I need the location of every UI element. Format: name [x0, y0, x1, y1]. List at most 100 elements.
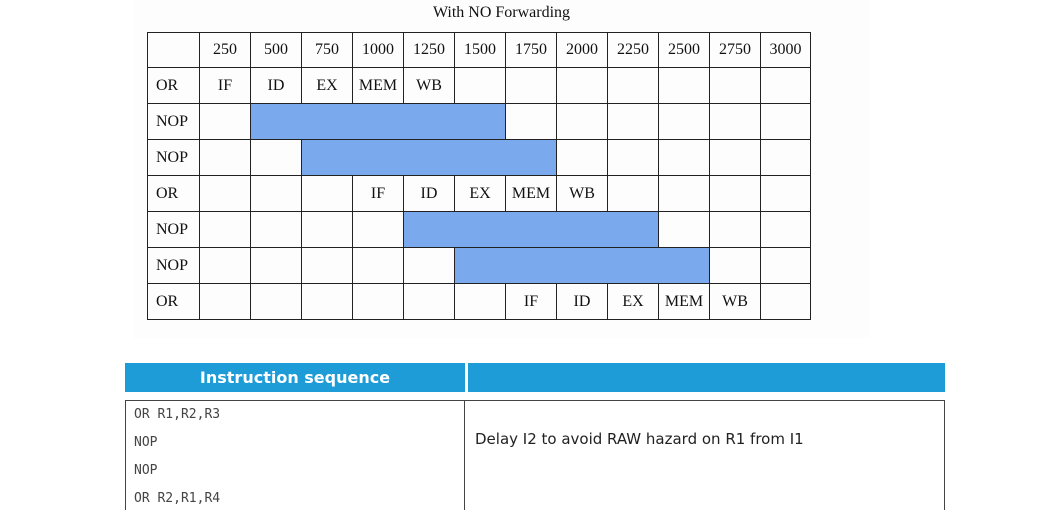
stage-cell: EX	[301, 67, 353, 104]
stall-cell	[454, 103, 506, 140]
stage-cell	[505, 103, 557, 140]
time-header-cell: 1000	[352, 32, 404, 68]
stage-cell	[250, 283, 302, 320]
time-header-cell: 1250	[403, 32, 455, 68]
code-line: OR R1,R2,R3	[134, 407, 221, 422]
stage-cell: EX	[454, 175, 506, 212]
stall-cell	[352, 103, 404, 140]
stage-cell	[199, 211, 251, 248]
stage-cell: IF	[505, 283, 557, 320]
sequence-body: OR R1,R2,R3 NOP NOP OR R2,R1,R4 Delay I2…	[125, 400, 945, 510]
stage-cell	[250, 139, 302, 176]
stage-cell: ID	[250, 67, 302, 104]
stage-cell	[199, 247, 251, 284]
instruction-sequence-table: Instruction sequence OR R1,R2,R3 NOP NOP…	[125, 363, 945, 510]
stage-cell	[760, 211, 811, 248]
stage-cell	[760, 139, 811, 176]
stage-cell	[709, 67, 761, 104]
stall-cell	[403, 139, 455, 176]
pipeline-row: NOP	[147, 247, 811, 284]
stage-cell	[760, 67, 811, 104]
stage-cell	[199, 139, 251, 176]
figure-title: With NO Forwarding	[432, 4, 571, 21]
stall-cell	[505, 211, 557, 248]
stage-cell: WB	[403, 67, 455, 104]
time-header-row: 250 500 750 1000 1250 1500 1750 2000 2250 2500 275…	[147, 32, 811, 68]
stall-cell	[352, 139, 404, 176]
header-gap	[465, 363, 468, 392]
stage-cell	[403, 247, 455, 284]
stage-cell	[403, 283, 455, 320]
instruction-label: NOP	[147, 139, 200, 176]
sequence-header-right	[468, 363, 945, 392]
instruction-label: NOP	[147, 247, 200, 284]
stage-cell	[301, 211, 353, 248]
stage-cell: ID	[556, 283, 608, 320]
stage-cell	[199, 175, 251, 212]
instruction-label: NOP	[147, 211, 200, 248]
time-header-cell: 3000	[760, 32, 811, 68]
instruction-label: NOP	[147, 103, 200, 140]
stage-cell	[658, 103, 710, 140]
stage-cell	[199, 283, 251, 320]
stage-cell: WB	[709, 283, 761, 320]
stage-cell	[658, 139, 710, 176]
stall-cell	[454, 139, 506, 176]
pipeline-row: NOP	[147, 211, 811, 248]
pipeline-row: OR IF ID EX MEM WB	[147, 283, 811, 320]
stage-cell	[709, 139, 761, 176]
stall-cell	[505, 139, 557, 176]
stall-cell	[301, 139, 353, 176]
stage-cell	[505, 67, 557, 104]
pipeline-row: NOP	[147, 139, 811, 176]
stage-cell	[607, 67, 659, 104]
code-line: NOP	[134, 435, 158, 450]
stage-cell	[709, 247, 761, 284]
stage-cell	[250, 247, 302, 284]
sequence-header: Instruction sequence	[125, 363, 945, 392]
stall-cell	[607, 211, 659, 248]
stage-cell	[199, 103, 251, 140]
stage-cell	[760, 175, 811, 212]
stall-cell	[505, 247, 557, 284]
sequence-note: Delay I2 to avoid RAW hazard on R1 from …	[475, 430, 804, 448]
time-header-cell: 2250	[607, 32, 659, 68]
stall-cell	[454, 211, 506, 248]
stage-cell	[658, 211, 710, 248]
stage-cell	[301, 175, 353, 212]
stage-cell: MEM	[658, 283, 710, 320]
stage-cell: ID	[403, 175, 455, 212]
stage-cell	[709, 211, 761, 248]
stage-cell	[760, 103, 811, 140]
time-header-cell: 500	[250, 32, 302, 68]
sequence-header-left: Instruction sequence	[125, 363, 465, 392]
time-header-cell: 2500	[658, 32, 710, 68]
pipeline-table: 250 500 750 1000 1250 1500 1750 2000 2250 2500 275…	[147, 32, 811, 320]
instruction-label: OR	[147, 67, 200, 104]
time-header-cell: 2000	[556, 32, 608, 68]
stage-cell	[556, 103, 608, 140]
stage-cell	[301, 283, 353, 320]
stage-cell	[607, 175, 659, 212]
stall-cell	[250, 103, 302, 140]
pipeline-row: NOP	[147, 103, 811, 140]
pipeline-row: OR IF ID EX MEM WB	[147, 175, 811, 212]
stage-cell	[250, 211, 302, 248]
stage-cell	[301, 247, 353, 284]
stage-cell	[454, 67, 506, 104]
time-header-cell: 250	[199, 32, 251, 68]
time-header-cell: 750	[301, 32, 353, 68]
stall-cell	[454, 247, 506, 284]
stall-cell	[607, 247, 659, 284]
stall-cell	[658, 247, 710, 284]
stage-cell	[607, 103, 659, 140]
stage-cell: MEM	[505, 175, 557, 212]
time-header-cell: 2750	[709, 32, 761, 68]
pipeline-row: OR IF ID EX MEM WB	[147, 67, 811, 104]
stage-cell	[556, 67, 608, 104]
stage-cell	[709, 103, 761, 140]
stage-cell	[250, 175, 302, 212]
stage-cell	[658, 175, 710, 212]
stall-cell	[556, 247, 608, 284]
stage-cell	[352, 247, 404, 284]
